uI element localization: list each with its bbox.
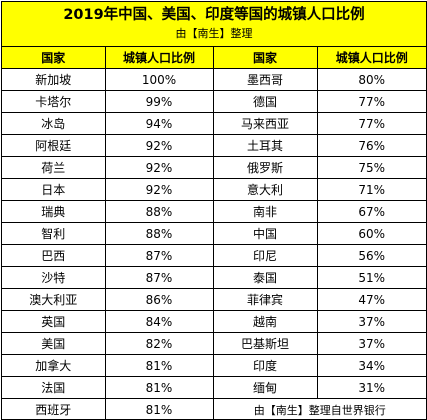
ratio-right-cell: 80% (316, 68, 426, 91)
country-left-cell: 英国 (2, 310, 106, 333)
ratio-left-cell: 84% (104, 310, 214, 333)
ratio-right-cell: 60% (316, 222, 426, 245)
ratio-left-cell: 100% (104, 68, 214, 91)
ratio-left-cell: 88% (104, 222, 214, 245)
country-left-cell: 西班牙 (2, 398, 106, 420)
ratio-right-cell: 37% (316, 332, 426, 355)
country-left-cell: 澳大利亚 (2, 288, 106, 311)
ratio-left-cell: 81% (104, 376, 214, 399)
country-right-cell: 土耳其 (212, 134, 318, 157)
header-ratio-right: 城镇人口比例 (316, 47, 426, 69)
country-right-cell: 印度 (212, 354, 318, 377)
table-subtitle: 由【南生】整理 (175, 27, 253, 40)
ratio-left-cell: 81% (104, 354, 214, 377)
ratio-right-cell: 76% (316, 134, 426, 157)
table-row: 日本 92% 意大利 71% (2, 178, 426, 201)
ratio-left-cell: 81% (104, 398, 214, 420)
country-right-cell: 马来西亚 (212, 112, 318, 135)
ratio-right-cell: 77% (316, 112, 426, 135)
ratio-left-cell: 87% (104, 244, 214, 267)
country-left-cell: 美国 (2, 332, 106, 355)
ratio-left-cell: 82% (104, 332, 214, 355)
table-title: 2019年中国、美国、印度等国的城镇人口比例 (63, 7, 365, 23)
country-left-cell: 法国 (2, 376, 106, 399)
country-left-cell: 卡塔尔 (2, 90, 106, 113)
ratio-left-cell: 94% (104, 112, 214, 135)
header-ratio-left: 城镇人口比例 (104, 47, 214, 69)
country-left-cell: 阿根廷 (2, 134, 106, 157)
table-row: 西班牙 81% 由【南生】整理自世界银行 (2, 398, 426, 420)
country-right-cell: 中国 (212, 222, 318, 245)
country-right-cell: 俄罗斯 (212, 156, 318, 179)
ratio-right-cell: 51% (316, 266, 426, 289)
country-right-cell: 缅甸 (212, 376, 318, 399)
urbanization-table: 国家 城镇人口比例 国家 城镇人口比例 新加坡 100% 墨西哥 80% 卡塔尔 99% 德… (2, 47, 426, 420)
table-row: 瑞典 88% 南非 67% (2, 200, 426, 223)
table-row: 加拿大 81% 印度 34% (2, 354, 426, 377)
table-row: 沙特 87% 泰国 51% (2, 266, 426, 289)
country-left-cell: 荷兰 (2, 156, 106, 179)
header-row: 国家 城镇人口比例 国家 城镇人口比例 (2, 47, 426, 69)
header-country-right: 国家 (212, 47, 318, 69)
country-right-cell: 意大利 (212, 178, 318, 201)
title-block: 2019年中国、美国、印度等国的城镇人口比例 由【南生】整理 (2, 2, 426, 47)
country-left-cell: 智利 (2, 222, 106, 245)
ratio-right-cell: 31% (316, 376, 426, 399)
ratio-right-cell: 75% (316, 156, 426, 179)
country-left-cell: 新加坡 (2, 68, 106, 91)
table-row: 英国 84% 越南 37% (2, 310, 426, 333)
ratio-left-cell: 87% (104, 266, 214, 289)
ratio-left-cell: 92% (104, 134, 214, 157)
country-left-cell: 冰岛 (2, 112, 106, 135)
country-right-cell: 越南 (212, 310, 318, 333)
table-row: 卡塔尔 99% 德国 77% (2, 90, 426, 113)
ratio-left-cell: 99% (104, 90, 214, 113)
table-row: 巴西 87% 印尼 56% (2, 244, 426, 267)
country-left-cell: 沙特 (2, 266, 106, 289)
ratio-left-cell: 92% (104, 156, 214, 179)
ratio-right-cell: 34% (316, 354, 426, 377)
ratio-right-cell: 71% (316, 178, 426, 201)
ratio-right-cell: 47% (316, 288, 426, 311)
ratio-left-cell: 92% (104, 178, 214, 201)
ratio-left-cell: 88% (104, 200, 214, 223)
country-left-cell: 瑞典 (2, 200, 106, 223)
table-row: 荷兰 92% 俄罗斯 75% (2, 156, 426, 179)
country-left-cell: 日本 (2, 178, 106, 201)
ratio-right-cell: 77% (316, 90, 426, 113)
table-row: 美国 82% 巴基斯坦 37% (2, 332, 426, 355)
table-row: 新加坡 100% 墨西哥 80% (2, 68, 426, 91)
ratio-right-cell: 67% (316, 200, 426, 223)
table-row: 澳大利亚 86% 菲律宾 47% (2, 288, 426, 311)
table-row: 冰岛 94% 马来西亚 77% (2, 112, 426, 135)
country-right-cell: 泰国 (212, 266, 318, 289)
table-row: 智利 88% 中国 60% (2, 222, 426, 245)
country-left-cell: 加拿大 (2, 354, 106, 377)
country-right-cell: 墨西哥 (212, 68, 318, 91)
country-right-cell: 巴基斯坦 (212, 332, 318, 355)
country-right-cell: 南非 (212, 200, 318, 223)
ratio-right-cell: 37% (316, 310, 426, 333)
ratio-left-cell: 86% (104, 288, 214, 311)
country-left-cell: 巴西 (2, 244, 106, 267)
table-row: 阿根廷 92% 土耳其 76% (2, 134, 426, 157)
header-country-left: 国家 (2, 47, 106, 69)
ratio-right-cell: 56% (316, 244, 426, 267)
country-right-cell: 印尼 (212, 244, 318, 267)
source-note: 由【南生】整理自世界银行 (212, 398, 426, 420)
table-row: 法国 81% 缅甸 31% (2, 376, 426, 399)
country-right-cell: 德国 (212, 90, 318, 113)
country-right-cell: 菲律宾 (212, 288, 318, 311)
table-body: 新加坡 100% 墨西哥 80% 卡塔尔 99% 德国 77% 冰岛 94% 马来西亚 77% 阿根廷 9… (2, 68, 426, 420)
